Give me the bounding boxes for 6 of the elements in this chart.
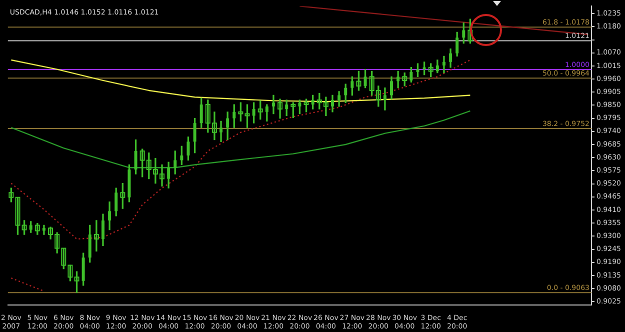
candlestick bbox=[42, 224, 46, 235]
candlestick bbox=[383, 88, 386, 110]
candlestick bbox=[272, 94, 275, 114]
candlestick bbox=[442, 56, 446, 74]
candlestick bbox=[220, 120, 223, 142]
line-series bbox=[10, 59, 471, 240]
